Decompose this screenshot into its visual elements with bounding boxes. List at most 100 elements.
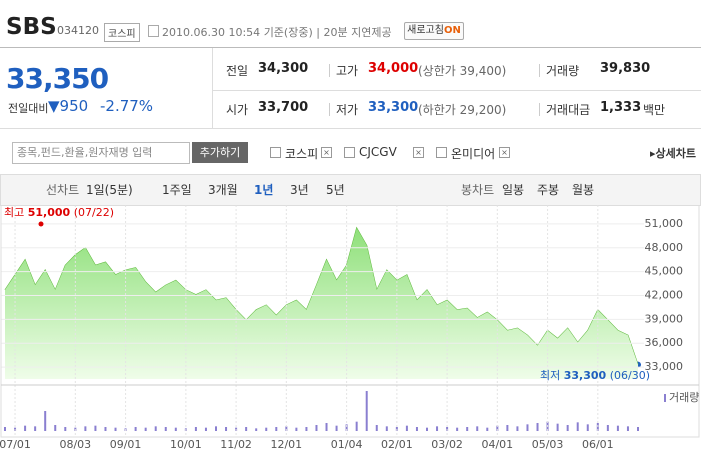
high-label-text: 최고 [4, 206, 24, 219]
volume-bar [204, 427, 207, 431]
x-tick-label: 04/01 [481, 438, 513, 451]
add-button[interactable]: 추가하기 [192, 142, 248, 163]
x-tick-label: 11/02 [220, 438, 252, 451]
volume-bar [436, 426, 439, 431]
y-tick-label: 39,000 [645, 312, 684, 325]
low-date: (06/30) [610, 369, 650, 382]
volume-bar [134, 427, 137, 431]
change-label: 전일대비 [8, 102, 49, 115]
tab-group-label: 봉차트 [461, 183, 495, 197]
period-tab[interactable]: 3개월 [208, 183, 238, 197]
volume-bar [426, 427, 428, 431]
period-tab[interactable]: 5년 [326, 183, 345, 197]
stat-label: 시가 [226, 103, 249, 117]
volume-bar [325, 423, 328, 431]
period-tab[interactable]: 3년 [290, 183, 309, 197]
volume-bar [225, 427, 228, 431]
tab-bar [0, 174, 701, 206]
period-tab[interactable]: 1년 [254, 183, 274, 197]
high-date: (07/22) [74, 206, 114, 219]
stat-note: (하한가 29,200) [418, 103, 507, 117]
datetime: 2010.06.30 10:54 기준(장중) | 20분 지연제공 [162, 26, 392, 39]
candle-tab[interactable]: 주봉 [537, 183, 560, 197]
stat-label: 저가 [336, 103, 359, 117]
candle-tab[interactable]: 일봉 [502, 183, 525, 197]
y-tick-label: 45,000 [645, 265, 684, 278]
detail-link-text: 상세차트 [655, 147, 697, 160]
high-value: 51,000 [28, 206, 71, 219]
compare-label: CJCGV [359, 145, 397, 159]
volume-bar [114, 427, 117, 431]
compare-checkbox[interactable] [436, 147, 447, 158]
volume-bar [355, 421, 358, 431]
refresh-state: ON [443, 25, 461, 36]
stat-unit: 백만 [643, 103, 666, 117]
remove-icon: × [499, 147, 510, 158]
volume-bar [104, 427, 107, 431]
volume-bar [285, 426, 288, 431]
x-tick-label: 03/02 [431, 438, 463, 451]
divider [212, 90, 701, 91]
change: ▼950 [48, 97, 89, 115]
stat-value: 34,300 [258, 61, 309, 76]
volume-bar [335, 425, 338, 431]
stat-value: 33,300 [368, 100, 419, 115]
volume-bar [34, 426, 37, 431]
period-tab[interactable]: 1주일 [162, 183, 192, 197]
volume-bar [405, 425, 408, 431]
compare-checkbox[interactable] [344, 147, 355, 158]
remove-icon: × [413, 147, 424, 158]
volume-bar [194, 427, 197, 431]
stat-divider [329, 103, 330, 116]
price-area [5, 227, 638, 379]
volume-bar [64, 427, 67, 431]
candle-tab[interactable]: 월봉 [572, 183, 595, 197]
search-input[interactable]: 종목,펀드,환율,원자재명 입력 [12, 142, 190, 164]
x-tick-label: 06/01 [582, 438, 614, 451]
volume-bar [144, 427, 147, 431]
delay: 20분 지연제공 [323, 26, 392, 39]
volume-bar [4, 427, 6, 431]
low-value: 33,300 [564, 369, 607, 382]
datetime-value: 2010.06.30 10:54 [162, 26, 261, 39]
period-tab[interactable]: 1일(5분) [86, 183, 133, 197]
low-label: 최저 33,300 (06/30) [540, 369, 650, 382]
x-tick-label: 08/03 [59, 438, 91, 451]
divider [0, 47, 701, 48]
volume-bar [506, 425, 509, 431]
price: 33,350 [6, 62, 109, 95]
volume-bar [576, 422, 579, 431]
volume-bar [215, 426, 217, 431]
stat-label: 고가 [336, 64, 359, 78]
remove-icon: × [321, 147, 332, 158]
detail-link[interactable]: ▸상세차트 [650, 147, 697, 160]
y-tick-label: 33,000 [645, 360, 684, 373]
volume-bar [385, 426, 388, 431]
refresh-button[interactable]: 새로고침ON [404, 22, 464, 40]
stat-label: 전일 [226, 64, 249, 78]
compare-checkbox[interactable] [270, 147, 281, 158]
volume-bar [637, 427, 639, 431]
volume-bar [245, 427, 248, 431]
volume-bar [606, 425, 609, 431]
volume-bar [415, 427, 418, 431]
x-tick-label: 09/01 [110, 438, 142, 451]
volume-bar [536, 423, 539, 431]
chart: 06/01 05/03 04/01 03/02 02/01 01/04 12/01 11/02… [0, 205, 700, 451]
volume-bar [626, 426, 629, 431]
stat-divider [329, 64, 330, 77]
compare-label: 온미디어 [451, 147, 496, 161]
x-tick-label: 02/01 [381, 438, 413, 451]
time-icon [148, 25, 159, 37]
y-tick-label: 36,000 [645, 336, 684, 349]
market-badge: 코스피 [104, 23, 140, 42]
volume-bar [526, 424, 529, 431]
y-tick-label: 42,000 [645, 289, 684, 302]
stat-value: 33,700 [258, 100, 309, 115]
stat-divider [539, 103, 540, 116]
volume-bar [275, 427, 278, 431]
y-tick-label: 51,000 [645, 217, 684, 230]
stat-note: (상한가 39,400) [418, 64, 507, 78]
chart-frame [0, 205, 700, 438]
